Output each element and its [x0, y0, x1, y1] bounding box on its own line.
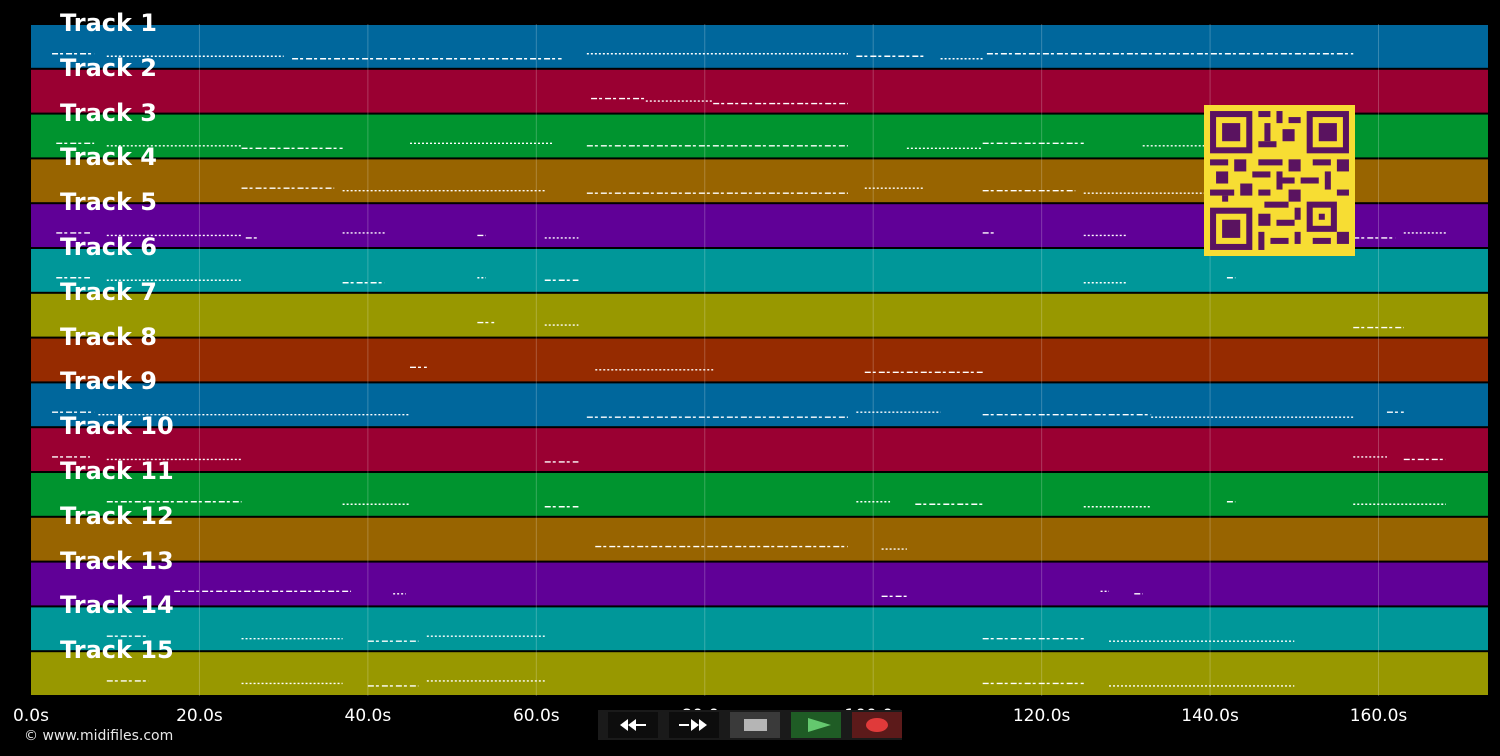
track-lane	[31, 249, 1488, 292]
time-tick-label: 140.0s	[1181, 706, 1239, 726]
track-label: Track 15	[60, 636, 174, 665]
track-lane	[31, 652, 1488, 695]
track-lane	[31, 562, 1488, 606]
track-lane	[31, 338, 1488, 382]
stop-button[interactable]	[730, 712, 780, 738]
record-button[interactable]	[852, 712, 902, 738]
rewind-icon	[620, 719, 646, 731]
play-icon	[808, 718, 831, 732]
copyright-text: © www.midifiles.com	[24, 728, 174, 744]
time-tick-label: 40.0s	[344, 706, 392, 726]
track-label: Track 7	[60, 277, 158, 306]
fast-forward-icon	[679, 719, 707, 731]
time-tick-label: 0.0s	[13, 706, 49, 726]
track-label: Track 8	[60, 322, 158, 351]
track-lane	[31, 428, 1488, 471]
track-label: Track 5	[60, 188, 158, 217]
track-label: Track 9	[60, 367, 158, 396]
fast-forward-button[interactable]	[669, 712, 719, 738]
play-button[interactable]	[791, 712, 841, 738]
track-label: Track 2	[60, 53, 158, 82]
track-label: Track 6	[60, 233, 158, 261]
track-lane	[31, 473, 1488, 516]
track-lane	[31, 293, 1488, 337]
track-label: Track 13	[60, 546, 174, 575]
track-label: Track 3	[60, 98, 158, 127]
rewind-button[interactable]	[608, 712, 658, 738]
track-label: Track 14	[60, 591, 174, 620]
track-lane	[31, 607, 1488, 651]
qr-code	[1204, 105, 1355, 256]
time-tick-label: 120.0s	[1012, 706, 1071, 726]
track-label: Track 12	[60, 501, 174, 530]
transport-controls	[598, 710, 902, 740]
track-label: Track 1	[60, 9, 158, 37]
track-lane	[31, 517, 1488, 561]
track-label: Track 10	[60, 412, 174, 441]
time-tick-label: 60.0s	[512, 706, 560, 726]
track-label: Track 11	[60, 457, 174, 485]
qr-code-pattern	[1210, 111, 1349, 250]
stop-icon	[744, 719, 767, 731]
track-lane	[31, 25, 1488, 68]
track-label: Track 4	[60, 143, 158, 172]
track-lane	[31, 383, 1488, 427]
time-tick-label: 20.0s	[176, 706, 223, 726]
record-icon	[866, 718, 888, 732]
time-tick-label: 160.0s	[1349, 706, 1408, 726]
